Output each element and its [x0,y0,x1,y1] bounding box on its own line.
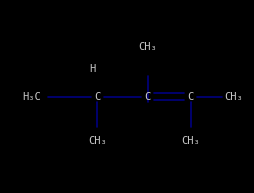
Text: CH₃: CH₃ [181,136,199,146]
Text: CH₃: CH₃ [138,42,156,52]
Text: CH₃: CH₃ [223,91,242,102]
Text: H: H [89,64,95,74]
Text: C: C [187,91,193,102]
Text: C: C [144,91,150,102]
Text: H₃C: H₃C [22,91,41,102]
Text: CH₃: CH₃ [88,136,106,146]
Text: C: C [94,91,100,102]
